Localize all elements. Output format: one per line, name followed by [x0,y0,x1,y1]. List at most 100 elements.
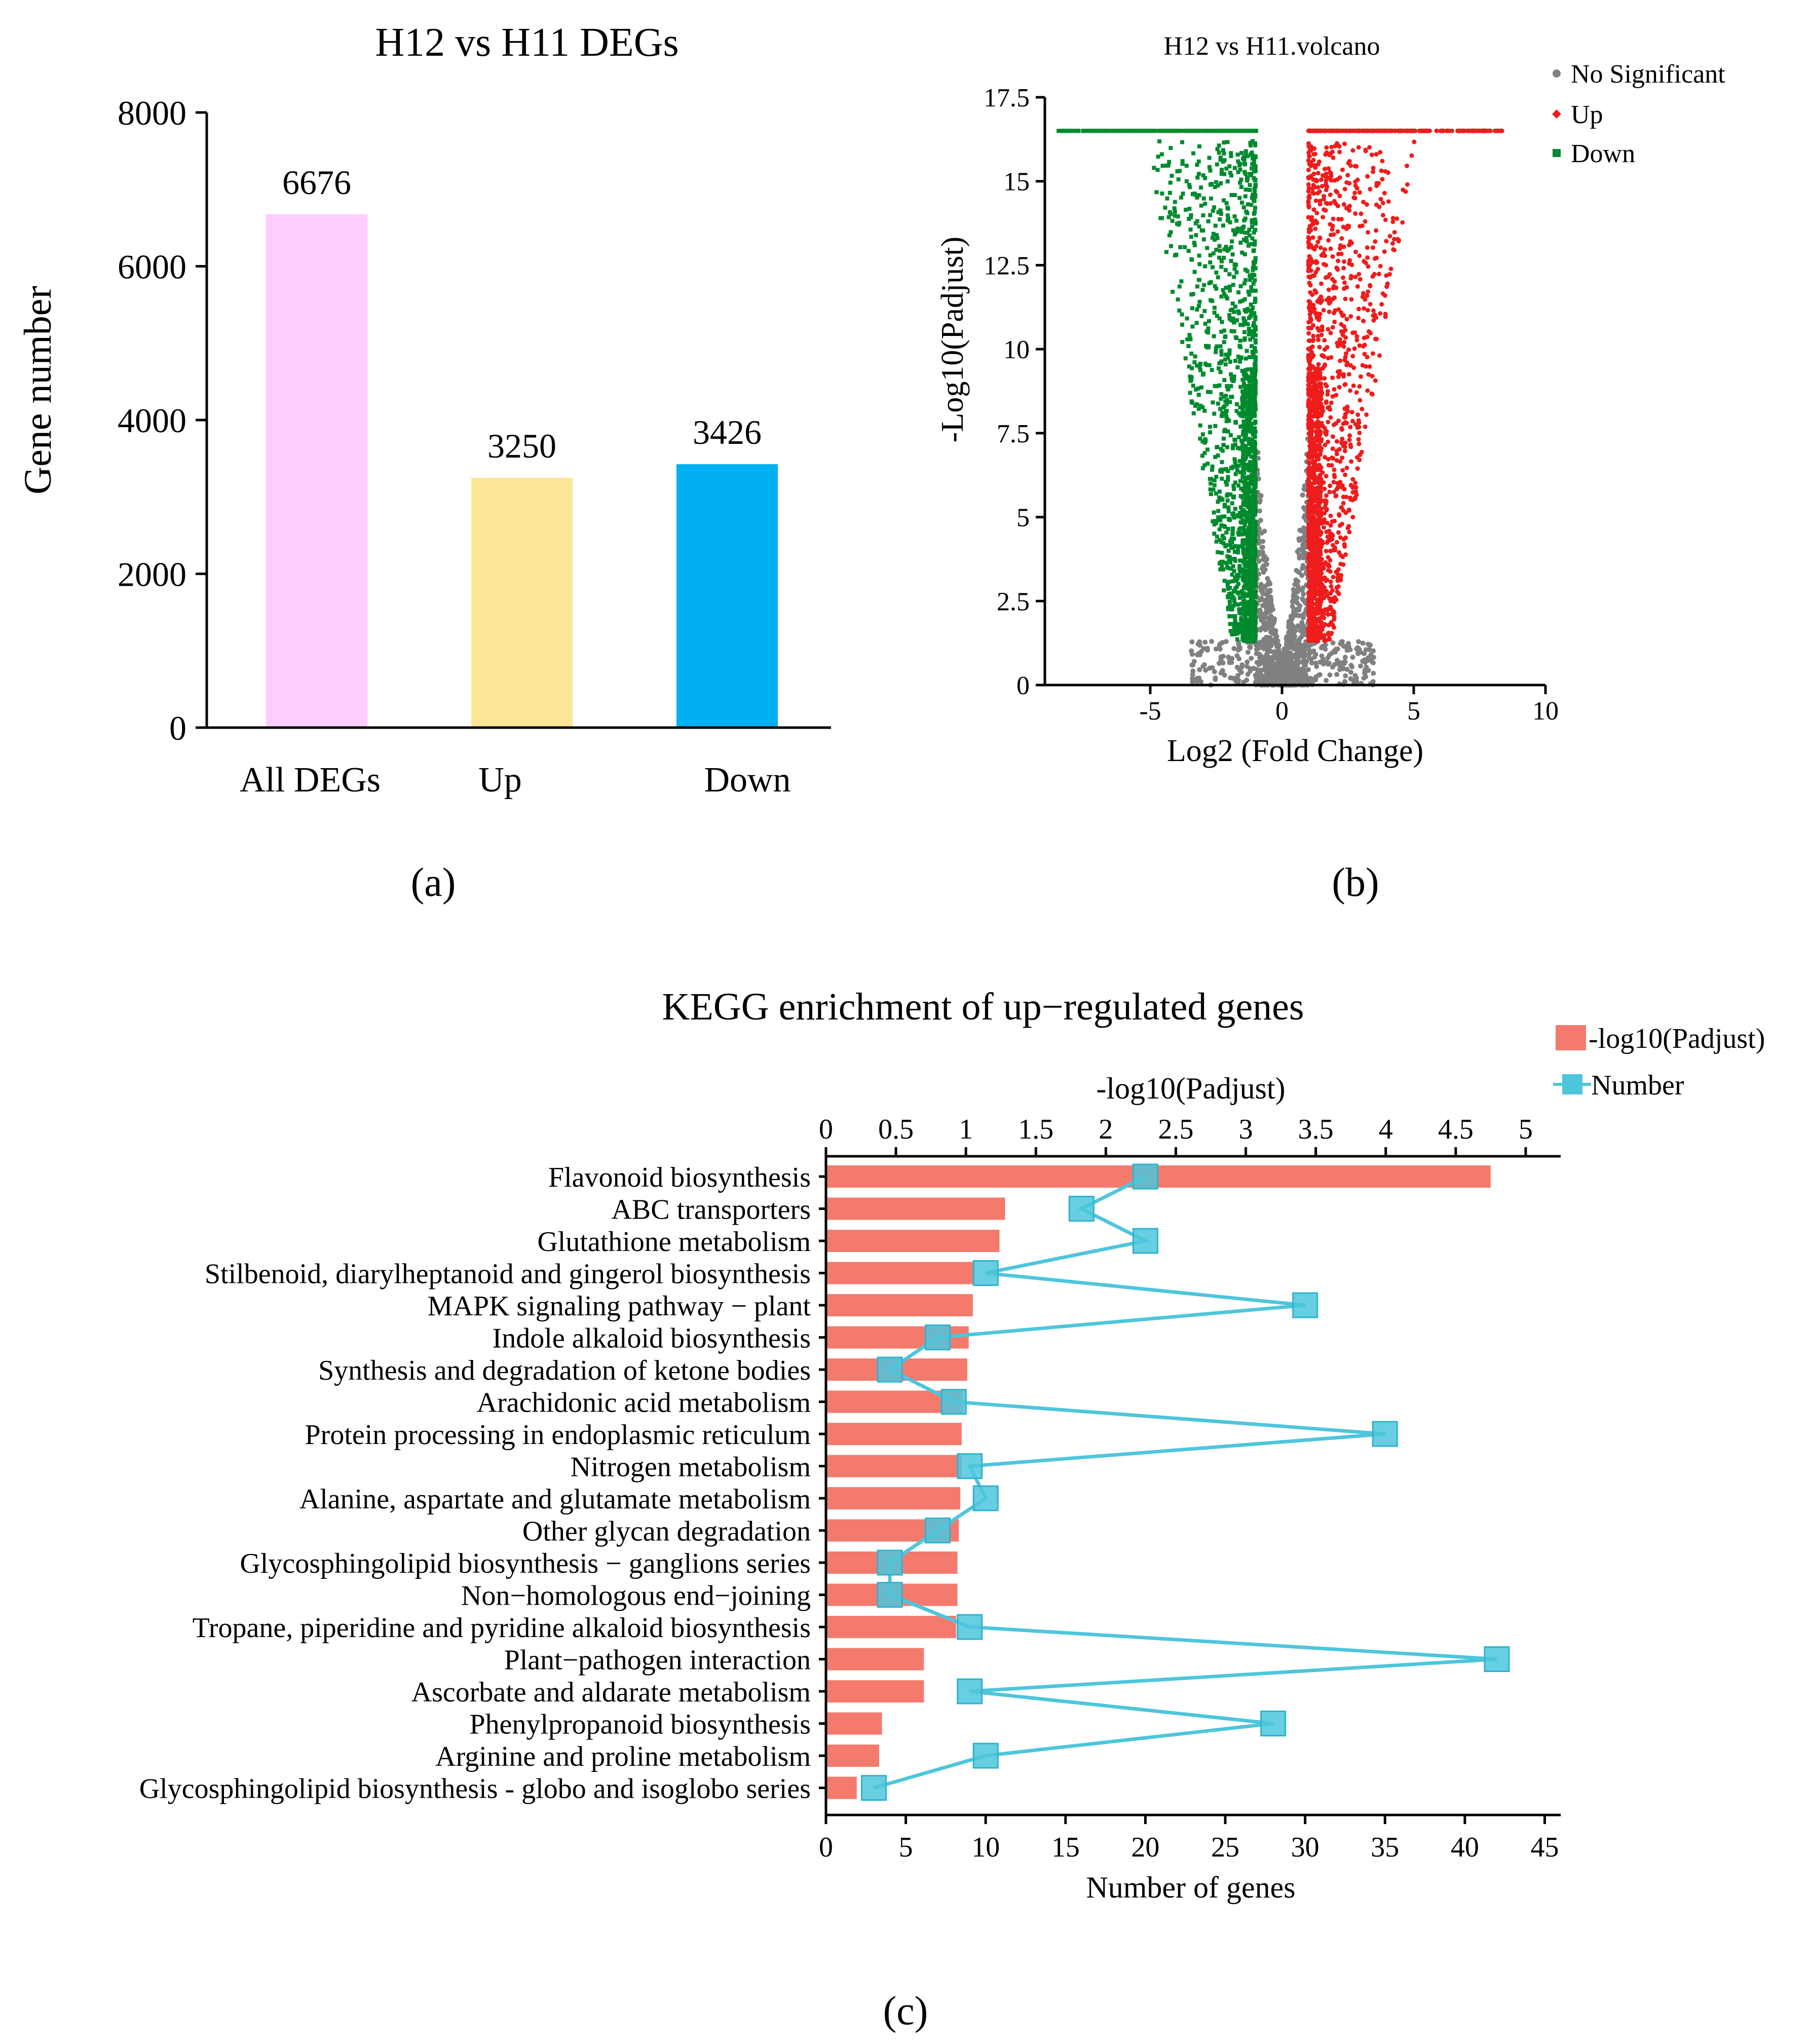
volcano-point-down [1242,482,1247,486]
volcano-point-down [1236,514,1240,519]
volcano-point-up [1306,569,1311,574]
volcano-point-down [1218,344,1223,349]
volcano-point-down [1159,216,1164,220]
volcano-point-down [1253,528,1258,533]
volcano-point-up [1306,325,1311,330]
volcano-point-down [1244,372,1249,377]
volcano-point-down [1243,278,1248,282]
volcano-point-down [1241,508,1246,512]
volcano-point-down [1242,170,1247,174]
volcano-point-down [1200,405,1205,409]
volcano-point-up [1322,525,1327,530]
volcano-point-up [1353,275,1358,280]
volcano-point-up [1322,338,1327,343]
volcano-point-up [1349,297,1354,302]
volcano-point-nonsignificant [1269,624,1274,629]
volcano-point-down [1209,280,1213,284]
volcano-point-down [1253,447,1257,451]
volcano-point-down [1220,476,1224,481]
volcano-point-down [1241,500,1246,504]
volcano-point-down [1166,215,1171,219]
volcano-point-up [1379,168,1384,173]
volcano-point-up [1361,291,1366,296]
volcano-point-down [1237,566,1242,571]
volcano-point-up [1313,509,1318,514]
volcano-point-up [1347,529,1352,535]
volcano-point-down [1248,408,1253,413]
volcano-point-down [1233,618,1237,622]
volcano-point-nonsignificant [1253,672,1258,678]
volcano-point-down [1216,453,1220,458]
volcano-point-down [1232,193,1237,197]
volcano-point-down [1208,182,1213,187]
volcano-point-down [1154,190,1159,195]
volcano-point-up [1328,299,1333,305]
volcano-point-down [1250,474,1254,479]
volcano-point-nonsignificant [1284,670,1290,675]
volcano-point-up [1306,422,1311,427]
volcano-point-up [1342,544,1347,549]
volcano-point-down [1209,129,1215,133]
volcano-point-down [1209,492,1213,497]
volcano-point-down [1201,432,1205,437]
volcano-point-down [1249,509,1254,513]
volcano-point-down [1212,310,1217,315]
volcano-point-down [1240,609,1245,613]
volcano-point-down [1227,316,1232,321]
volcano-point-up [1367,364,1372,369]
volcano-point-down [1226,429,1230,434]
volcano-point-up [1336,577,1341,582]
volcano-point-down [1235,445,1240,450]
panel-a-ytick-label: 0 [169,709,186,747]
volcano-point-down [1248,337,1253,342]
volcano-point-nonsignificant [1297,552,1302,558]
volcano-point-nonsignificant [1245,671,1251,677]
volcano-point-down [1200,453,1204,458]
volcano-point-down [1221,443,1226,447]
volcano-point-up [1318,580,1323,585]
volcano-point-down [1243,638,1248,643]
volcano-point-up [1325,297,1330,302]
volcano-point-nonsignificant [1342,659,1348,665]
volcano-point-up [1317,557,1323,562]
volcano-point-down [1103,129,1109,133]
volcano-point-nonsignificant [1273,637,1279,642]
volcano-point-up [1357,430,1362,435]
volcano-point-down [1213,284,1217,288]
volcano-point-down [1169,173,1174,178]
volcano-point-down [1188,337,1193,342]
volcano-point-down [1252,495,1256,500]
volcano-point-down [1225,398,1229,402]
volcano-point-down [1249,275,1254,280]
volcano-point-down [1241,628,1246,632]
volcano-point-down [1238,558,1242,563]
volcano-point-down [1247,394,1252,398]
volcano-point-down [1205,447,1210,452]
volcano-point-down [1184,164,1189,168]
volcano-point-up [1326,463,1331,468]
volcano-point-up [1322,638,1327,644]
volcano-point-up [1316,171,1321,176]
volcano-point-up [1306,241,1311,246]
volcano-point-down [1253,444,1257,449]
volcano-point-up [1317,391,1322,396]
volcano-point-down [1197,253,1201,258]
volcano-point-up [1312,424,1317,429]
volcano-point-down [1246,202,1251,207]
volcano-point-down [1212,334,1216,338]
volcano-point-down [1221,394,1226,399]
panel-a-ytick-label: 6000 [118,248,186,286]
volcano-point-nonsignificant [1320,659,1326,664]
volcano-point-down [1178,245,1183,249]
volcano-point-up [1306,266,1311,271]
volcano-point-down [1253,333,1258,337]
volcano-point-up [1341,501,1346,506]
volcano-point-down [1243,309,1248,314]
volcano-point-down [1238,479,1242,483]
volcano-point-down [1224,543,1229,547]
volcano-point-down [1232,232,1237,237]
volcano-point-up [1361,200,1366,205]
volcano-point-nonsignificant [1300,625,1306,630]
volcano-point-down [1233,442,1237,447]
volcano-point-down [1250,443,1255,448]
